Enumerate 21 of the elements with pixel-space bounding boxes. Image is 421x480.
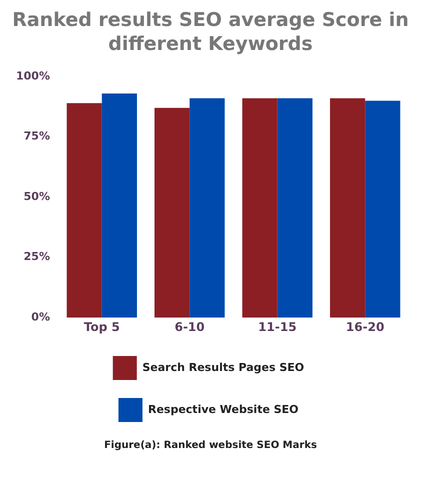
bar [277,98,312,318]
bar [330,98,366,318]
bar [102,93,137,318]
y-tick-label: 0% [31,310,50,324]
bar [190,98,225,318]
legend-label: Search Results Pages SEO [142,360,304,374]
y-tick-label: 75% [24,130,50,143]
y-tick-label: 25% [24,250,50,264]
x-tick-label: Top 5 [84,320,120,334]
bar [154,108,190,318]
x-tick-label: 6-10 [174,320,205,334]
y-tick-label: 50% [24,190,50,203]
bar [365,100,400,318]
chart-title: Ranked results SEO average Score in different Keywords [11,8,410,56]
x-tick-label: 16-20 [346,320,384,334]
text: Figure(a): Ranked website SEO Marks [103,440,318,451]
x-tick-label: 11-15 [258,320,297,334]
bar [242,98,278,318]
y-tick-label: 100% [16,69,50,82]
legend-label: Respective Website SEO [148,402,299,416]
bar [66,103,102,318]
